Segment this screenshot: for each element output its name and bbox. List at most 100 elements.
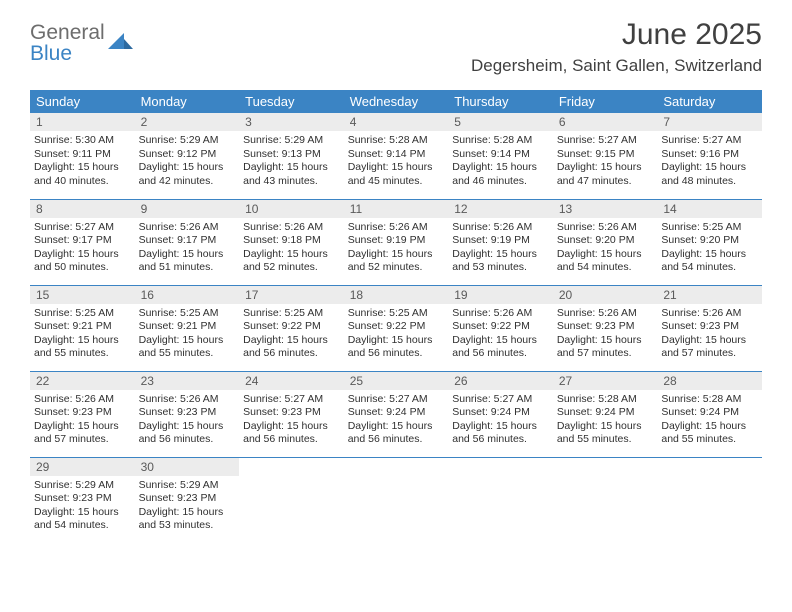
- calendar-cell: 19Sunrise: 5:26 AMSunset: 9:22 PMDayligh…: [448, 285, 553, 371]
- day-body: Sunrise: 5:27 AMSunset: 9:17 PMDaylight:…: [30, 218, 135, 280]
- day-body: Sunrise: 5:26 AMSunset: 9:17 PMDaylight:…: [135, 218, 240, 280]
- day-number: 28: [657, 372, 762, 390]
- calendar-cell: 10Sunrise: 5:26 AMSunset: 9:18 PMDayligh…: [239, 199, 344, 285]
- day-number: 13: [553, 200, 658, 218]
- day-number: 5: [448, 113, 553, 131]
- day-number: 7: [657, 113, 762, 131]
- day-body: Sunrise: 5:27 AMSunset: 9:15 PMDaylight:…: [553, 131, 658, 193]
- calendar-cell: 26Sunrise: 5:27 AMSunset: 9:24 PMDayligh…: [448, 371, 553, 457]
- day-body: Sunrise: 5:29 AMSunset: 9:13 PMDaylight:…: [239, 131, 344, 193]
- day-body: Sunrise: 5:29 AMSunset: 9:23 PMDaylight:…: [135, 476, 240, 538]
- day-body: Sunrise: 5:28 AMSunset: 9:14 PMDaylight:…: [344, 131, 449, 193]
- calendar-cell: 1Sunrise: 5:30 AMSunset: 9:11 PMDaylight…: [30, 113, 135, 199]
- day-body: Sunrise: 5:26 AMSunset: 9:20 PMDaylight:…: [553, 218, 658, 280]
- day-body: Sunrise: 5:30 AMSunset: 9:11 PMDaylight:…: [30, 131, 135, 193]
- location: Degersheim, Saint Gallen, Switzerland: [471, 56, 762, 76]
- day-body: Sunrise: 5:29 AMSunset: 9:12 PMDaylight:…: [135, 131, 240, 193]
- calendar-cell: 23Sunrise: 5:26 AMSunset: 9:23 PMDayligh…: [135, 371, 240, 457]
- day-number: 1: [30, 113, 135, 131]
- calendar-cell: ..: [344, 457, 449, 543]
- calendar-cell: 6Sunrise: 5:27 AMSunset: 9:15 PMDaylight…: [553, 113, 658, 199]
- calendar-cell: ..: [448, 457, 553, 543]
- day-body: Sunrise: 5:28 AMSunset: 9:14 PMDaylight:…: [448, 131, 553, 193]
- day-number: 2: [135, 113, 240, 131]
- calendar-cell: 3Sunrise: 5:29 AMSunset: 9:13 PMDaylight…: [239, 113, 344, 199]
- day-number: 20: [553, 286, 658, 304]
- calendar-row: 8Sunrise: 5:27 AMSunset: 9:17 PMDaylight…: [30, 199, 762, 285]
- day-number: 15: [30, 286, 135, 304]
- day-body: Sunrise: 5:28 AMSunset: 9:24 PMDaylight:…: [553, 390, 658, 452]
- day-number: 27: [553, 372, 658, 390]
- day-body: Sunrise: 5:26 AMSunset: 9:18 PMDaylight:…: [239, 218, 344, 280]
- calendar-cell: 27Sunrise: 5:28 AMSunset: 9:24 PMDayligh…: [553, 371, 658, 457]
- calendar-cell: 8Sunrise: 5:27 AMSunset: 9:17 PMDaylight…: [30, 199, 135, 285]
- weekday-header: Wednesday: [344, 90, 449, 113]
- calendar-cell: 30Sunrise: 5:29 AMSunset: 9:23 PMDayligh…: [135, 457, 240, 543]
- day-number: 12: [448, 200, 553, 218]
- weekday-header: Monday: [135, 90, 240, 113]
- logo-text: General Blue: [30, 22, 105, 64]
- day-body: Sunrise: 5:26 AMSunset: 9:19 PMDaylight:…: [344, 218, 449, 280]
- logo-word-general: General: [30, 21, 105, 44]
- weekday-header: Thursday: [448, 90, 553, 113]
- day-number: 19: [448, 286, 553, 304]
- day-number: 6: [553, 113, 658, 131]
- day-number: 10: [239, 200, 344, 218]
- calendar-table: Sunday Monday Tuesday Wednesday Thursday…: [30, 90, 762, 543]
- day-body: Sunrise: 5:26 AMSunset: 9:23 PMDaylight:…: [30, 390, 135, 452]
- day-body: Sunrise: 5:25 AMSunset: 9:21 PMDaylight:…: [30, 304, 135, 366]
- logo: General Blue: [30, 22, 134, 64]
- day-body: Sunrise: 5:26 AMSunset: 9:19 PMDaylight:…: [448, 218, 553, 280]
- calendar-cell: 13Sunrise: 5:26 AMSunset: 9:20 PMDayligh…: [553, 199, 658, 285]
- calendar-cell: ..: [553, 457, 658, 543]
- day-body: Sunrise: 5:25 AMSunset: 9:22 PMDaylight:…: [239, 304, 344, 366]
- calendar-cell: 18Sunrise: 5:25 AMSunset: 9:22 PMDayligh…: [344, 285, 449, 371]
- calendar-cell: 16Sunrise: 5:25 AMSunset: 9:21 PMDayligh…: [135, 285, 240, 371]
- day-body: Sunrise: 5:27 AMSunset: 9:24 PMDaylight:…: [344, 390, 449, 452]
- weekday-header: Sunday: [30, 90, 135, 113]
- day-body: Sunrise: 5:26 AMSunset: 9:22 PMDaylight:…: [448, 304, 553, 366]
- day-body: Sunrise: 5:25 AMSunset: 9:20 PMDaylight:…: [657, 218, 762, 280]
- day-number: 11: [344, 200, 449, 218]
- calendar-cell: 21Sunrise: 5:26 AMSunset: 9:23 PMDayligh…: [657, 285, 762, 371]
- day-body: Sunrise: 5:29 AMSunset: 9:23 PMDaylight:…: [30, 476, 135, 538]
- day-body: Sunrise: 5:26 AMSunset: 9:23 PMDaylight:…: [657, 304, 762, 366]
- logo-word-blue: Blue: [30, 42, 72, 65]
- calendar-cell: 5Sunrise: 5:28 AMSunset: 9:14 PMDaylight…: [448, 113, 553, 199]
- month-title: June 2025: [471, 18, 762, 52]
- calendar-cell: 7Sunrise: 5:27 AMSunset: 9:16 PMDaylight…: [657, 113, 762, 199]
- day-number: 26: [448, 372, 553, 390]
- day-number: 16: [135, 286, 240, 304]
- day-body: Sunrise: 5:27 AMSunset: 9:23 PMDaylight:…: [239, 390, 344, 452]
- calendar-cell: 17Sunrise: 5:25 AMSunset: 9:22 PMDayligh…: [239, 285, 344, 371]
- day-body: Sunrise: 5:25 AMSunset: 9:21 PMDaylight:…: [135, 304, 240, 366]
- day-number: 4: [344, 113, 449, 131]
- day-body: Sunrise: 5:26 AMSunset: 9:23 PMDaylight:…: [135, 390, 240, 452]
- day-number: 14: [657, 200, 762, 218]
- day-body: Sunrise: 5:26 AMSunset: 9:23 PMDaylight:…: [553, 304, 658, 366]
- calendar-cell: ..: [239, 457, 344, 543]
- weekday-header: Friday: [553, 90, 658, 113]
- day-number: 21: [657, 286, 762, 304]
- calendar-cell: 14Sunrise: 5:25 AMSunset: 9:20 PMDayligh…: [657, 199, 762, 285]
- calendar-row: 22Sunrise: 5:26 AMSunset: 9:23 PMDayligh…: [30, 371, 762, 457]
- title-block: June 2025 Degersheim, Saint Gallen, Swit…: [471, 18, 762, 76]
- weekday-header: Saturday: [657, 90, 762, 113]
- day-number: 29: [30, 458, 135, 476]
- calendar-cell: 20Sunrise: 5:26 AMSunset: 9:23 PMDayligh…: [553, 285, 658, 371]
- day-number: 9: [135, 200, 240, 218]
- day-number: 25: [344, 372, 449, 390]
- day-body: Sunrise: 5:28 AMSunset: 9:24 PMDaylight:…: [657, 390, 762, 452]
- calendar-cell: 24Sunrise: 5:27 AMSunset: 9:23 PMDayligh…: [239, 371, 344, 457]
- calendar-row: 15Sunrise: 5:25 AMSunset: 9:21 PMDayligh…: [30, 285, 762, 371]
- day-number: 30: [135, 458, 240, 476]
- day-body: Sunrise: 5:27 AMSunset: 9:16 PMDaylight:…: [657, 131, 762, 193]
- day-body: Sunrise: 5:27 AMSunset: 9:24 PMDaylight:…: [448, 390, 553, 452]
- calendar-cell: 4Sunrise: 5:28 AMSunset: 9:14 PMDaylight…: [344, 113, 449, 199]
- day-number: 22: [30, 372, 135, 390]
- calendar-cell: ..: [657, 457, 762, 543]
- day-number: 23: [135, 372, 240, 390]
- weekday-header-row: Sunday Monday Tuesday Wednesday Thursday…: [30, 90, 762, 113]
- calendar-cell: 12Sunrise: 5:26 AMSunset: 9:19 PMDayligh…: [448, 199, 553, 285]
- calendar-row: 29Sunrise: 5:29 AMSunset: 9:23 PMDayligh…: [30, 457, 762, 543]
